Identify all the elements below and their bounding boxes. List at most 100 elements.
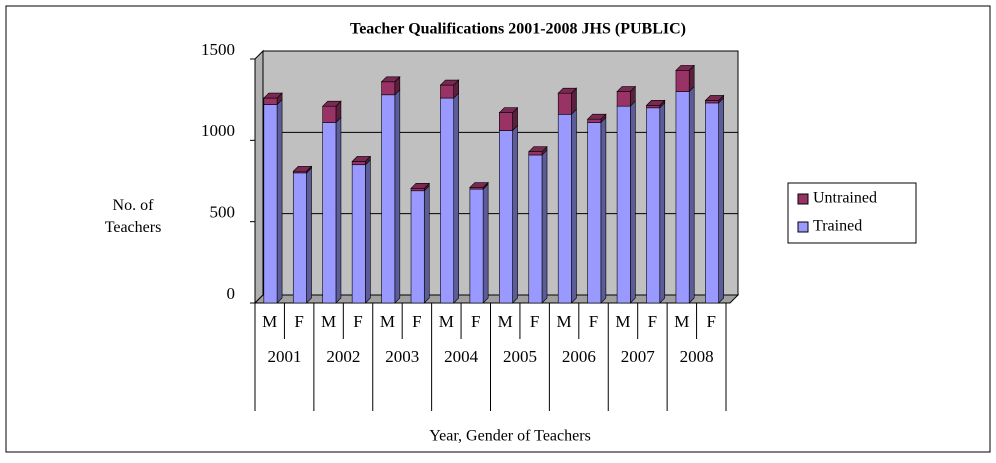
y-axis-label-text: Teachers: [105, 219, 162, 236]
bar: [587, 122, 602, 304]
bar: [587, 118, 602, 123]
bar-top: [586, 113, 607, 120]
x-tick-label: M: [321, 312, 336, 331]
bar: [292, 172, 307, 304]
bar: [322, 105, 337, 123]
x-tick-label: F: [412, 312, 421, 331]
bar: [410, 190, 425, 304]
bar: [381, 81, 396, 96]
bar: [557, 92, 572, 115]
y-tick-label: 1000: [201, 121, 235, 140]
bar: [675, 91, 690, 304]
x-tick-label: F: [589, 312, 598, 331]
bar: [646, 105, 661, 109]
x-tick-label: F: [353, 312, 362, 331]
x-tick-label: F: [648, 312, 657, 331]
bar-side: [630, 100, 636, 304]
bar-side: [306, 167, 312, 304]
x-tick-label: M: [615, 312, 630, 331]
bar-top: [704, 95, 725, 101]
bar: [322, 122, 337, 304]
bar: [469, 188, 484, 304]
bar-side: [600, 116, 607, 304]
bar: [646, 107, 661, 304]
bar: [440, 97, 455, 304]
bar: [528, 151, 543, 156]
x-group-label: 2007: [621, 347, 656, 366]
x-tick-label: M: [380, 312, 395, 331]
legend-label: Trained: [813, 218, 862, 235]
bar-top: [351, 156, 372, 162]
x-axis-label: Year, Gender of Teachers: [429, 428, 591, 445]
bar: [381, 94, 396, 304]
x-tick-label: M: [674, 312, 689, 331]
x-tick-label: F: [707, 312, 716, 331]
bar-top: [292, 165, 313, 172]
bar: [351, 161, 366, 166]
bar-side: [688, 85, 695, 304]
bar: [410, 188, 425, 192]
bar: [440, 84, 455, 99]
bar-side: [365, 159, 371, 304]
bar-top: [380, 76, 401, 83]
bar-side: [335, 116, 342, 304]
bar-top: [410, 183, 430, 189]
bar: [499, 130, 513, 304]
y-tick-label: 0: [227, 284, 236, 303]
bar: [616, 91, 631, 107]
x-tick-label: M: [262, 312, 277, 331]
legend-box: [787, 182, 917, 244]
legend-label: Untrained: [813, 190, 877, 207]
y-axis-label-text: No. of: [113, 197, 155, 214]
bar-top: [321, 100, 342, 107]
bar-side: [512, 124, 518, 304]
bar-side: [423, 185, 430, 304]
bar: [351, 164, 366, 304]
bar: [557, 114, 572, 304]
bar-top: [439, 79, 460, 86]
x-group-label: 2003: [385, 347, 419, 366]
x-group-label: 2002: [326, 347, 360, 366]
bar-top: [528, 146, 548, 153]
bar: [616, 105, 631, 304]
bar-top: [616, 86, 637, 92]
x-tick-label: M: [557, 312, 572, 331]
legend-swatch: [797, 193, 809, 205]
bar-top: [645, 100, 666, 106]
bar-side: [571, 108, 577, 304]
bar: [499, 112, 513, 131]
legend-swatch: [797, 221, 809, 233]
x-group-label: 2001: [267, 347, 301, 366]
x-tick-label: F: [471, 312, 480, 331]
y-tick-label: 1500: [201, 40, 235, 59]
bar-side: [453, 92, 460, 304]
x-group-label: 2005: [503, 347, 537, 366]
x-tick-label: M: [498, 312, 513, 331]
bar-top: [263, 92, 283, 99]
bar-top: [557, 87, 578, 94]
bar: [263, 104, 278, 304]
x-group-label: 2008: [680, 347, 714, 366]
bar-top: [675, 65, 695, 71]
x-group-label: 2004: [444, 347, 479, 366]
left-wall: [254, 49, 264, 305]
x-group-label: 2006: [562, 347, 596, 366]
bar: [528, 154, 543, 304]
bar: [705, 102, 719, 304]
bar-side: [659, 102, 666, 304]
bar-side: [276, 98, 283, 304]
bar-side: [394, 89, 401, 304]
x-tick-label: F: [530, 312, 539, 331]
x-tick-label: M: [439, 312, 454, 331]
x-tick-label: F: [294, 312, 303, 331]
bar-side: [482, 183, 489, 304]
chart-title: Teacher Qualifications 2001-2008 JHS (PU…: [350, 21, 686, 38]
bar-top: [469, 182, 489, 188]
bar: [675, 70, 690, 92]
y-axis-label: No. of Teachers: [105, 197, 162, 236]
bar-top: [498, 107, 519, 113]
bar: [705, 100, 719, 104]
y-tick-label: 500: [210, 203, 236, 222]
bar-side: [718, 97, 724, 304]
